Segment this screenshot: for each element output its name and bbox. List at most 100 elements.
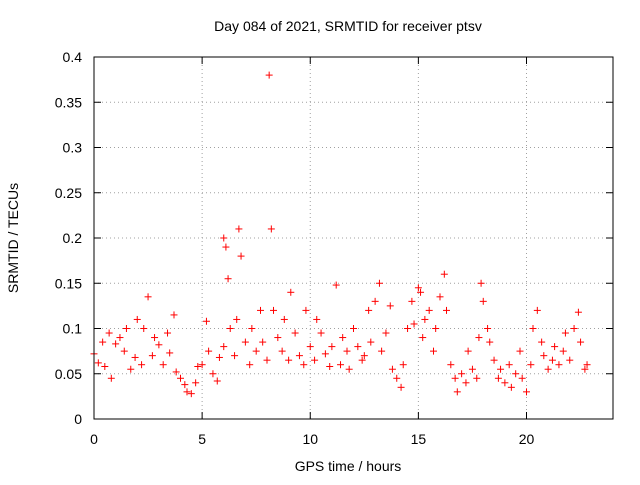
x-tick-label: 20 bbox=[519, 431, 535, 447]
data-point bbox=[388, 365, 396, 373]
data-point bbox=[574, 308, 582, 316]
data-point bbox=[295, 352, 303, 360]
y-tick-label: 0.05 bbox=[55, 366, 82, 382]
data-point bbox=[326, 363, 334, 371]
data-point bbox=[101, 363, 109, 371]
data-point bbox=[94, 359, 102, 367]
data-point bbox=[140, 325, 148, 332]
data-point bbox=[287, 288, 295, 296]
data-point bbox=[581, 365, 589, 373]
data-point bbox=[337, 361, 345, 369]
data-point bbox=[224, 275, 232, 283]
data-point bbox=[183, 388, 191, 396]
data-point bbox=[494, 374, 502, 382]
data-point bbox=[107, 374, 115, 382]
data-point bbox=[99, 338, 107, 346]
data-point bbox=[421, 315, 429, 323]
data-point bbox=[321, 350, 329, 358]
data-point bbox=[205, 347, 213, 355]
data-point bbox=[484, 325, 492, 332]
data-point bbox=[479, 297, 487, 305]
data-point bbox=[432, 325, 440, 332]
data-point bbox=[462, 379, 470, 387]
x-axis-label: GPS time / hours bbox=[295, 458, 402, 474]
grid-lines bbox=[94, 57, 613, 419]
data-point bbox=[440, 270, 448, 278]
data-point bbox=[365, 306, 373, 314]
data-point bbox=[246, 361, 254, 369]
data-point bbox=[516, 347, 524, 355]
data-point bbox=[477, 279, 485, 287]
y-tick-label: 0.3 bbox=[63, 140, 83, 156]
y-tick-label: 0.1 bbox=[63, 321, 83, 337]
data-point bbox=[358, 356, 366, 364]
data-point bbox=[280, 315, 288, 323]
y-tick-label: 0.25 bbox=[55, 185, 82, 201]
data-point bbox=[263, 356, 271, 364]
y-tick-label: 0.35 bbox=[55, 94, 82, 110]
data-point bbox=[317, 329, 325, 337]
data-point bbox=[551, 343, 559, 351]
data-point bbox=[453, 388, 461, 396]
data-point bbox=[300, 361, 308, 369]
data-point bbox=[518, 374, 526, 382]
data-point bbox=[486, 338, 494, 346]
data-point bbox=[237, 252, 245, 260]
x-tick-label: 10 bbox=[302, 431, 318, 447]
data-point bbox=[248, 325, 256, 332]
data-point bbox=[512, 370, 520, 378]
data-point bbox=[112, 340, 120, 348]
data-point bbox=[497, 365, 505, 373]
data-point bbox=[215, 353, 223, 361]
data-point bbox=[313, 315, 321, 323]
data-point bbox=[378, 347, 386, 355]
data-point bbox=[213, 377, 221, 385]
data-point bbox=[430, 347, 438, 355]
data-point bbox=[220, 343, 228, 351]
data-point bbox=[259, 338, 267, 346]
data-point bbox=[177, 374, 184, 382]
data-point bbox=[451, 374, 459, 382]
data-point bbox=[566, 356, 574, 364]
chart-title: Day 084 of 2021, SRMTID for receiver pts… bbox=[214, 18, 482, 34]
data-point bbox=[231, 352, 239, 360]
data-point bbox=[328, 343, 336, 351]
data-point bbox=[555, 361, 563, 369]
data-point bbox=[164, 329, 172, 337]
data-point bbox=[570, 325, 578, 332]
data-point bbox=[343, 347, 351, 355]
data-point bbox=[360, 352, 368, 360]
data-point bbox=[181, 381, 189, 389]
data-point bbox=[397, 383, 405, 391]
data-point bbox=[410, 320, 418, 328]
data-point bbox=[473, 374, 481, 382]
data-point bbox=[209, 370, 217, 378]
data-point bbox=[414, 284, 422, 292]
data-point bbox=[151, 334, 159, 342]
data-point bbox=[148, 352, 156, 360]
data-point bbox=[257, 306, 265, 314]
data-point bbox=[350, 325, 357, 332]
data-point bbox=[159, 361, 167, 369]
data-point bbox=[285, 356, 293, 364]
data-point bbox=[265, 71, 273, 79]
data-point bbox=[367, 338, 375, 346]
data-point bbox=[198, 361, 206, 369]
data-point bbox=[192, 379, 200, 387]
data-point bbox=[475, 334, 483, 342]
data-point bbox=[540, 352, 548, 360]
y-axis-label: SRMTID / TECUs bbox=[5, 183, 21, 293]
data-point bbox=[226, 325, 234, 332]
axis-ticks: 0 0.05 0.1 0.15 0.2 0.25 0.3 0.35 0.4 0 5 10 15 20 bbox=[55, 49, 613, 447]
data-point bbox=[399, 361, 407, 369]
data-point bbox=[202, 317, 210, 325]
data-point bbox=[404, 325, 412, 332]
data-point bbox=[127, 365, 135, 373]
data-point bbox=[447, 361, 455, 369]
data-point bbox=[233, 315, 241, 323]
data-point bbox=[382, 329, 390, 337]
data-point bbox=[425, 306, 433, 314]
